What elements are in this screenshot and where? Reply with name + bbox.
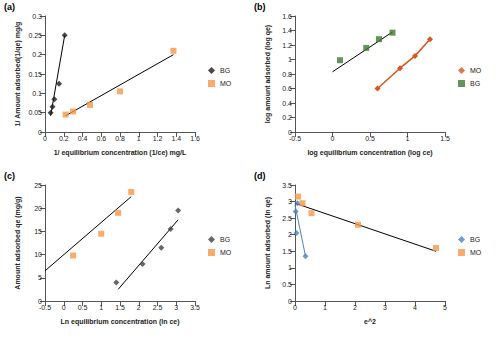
svg-text:1.5: 1.5: [440, 135, 450, 142]
svg-text:0.15: 0.15: [28, 71, 42, 78]
svg-text:1.5: 1.5: [282, 248, 292, 255]
svg-text:-0.5: -0.5: [39, 304, 51, 311]
svg-text:1.2: 1.2: [153, 135, 163, 142]
svg-text:2.5: 2.5: [153, 304, 163, 311]
svg-text:0.5: 0.5: [78, 304, 88, 311]
svg-text:0.4: 0.4: [78, 135, 88, 142]
svg-text:2: 2: [288, 231, 292, 238]
svg-text:3.5: 3.5: [190, 304, 200, 311]
svg-text:5: 5: [443, 304, 447, 311]
svg-text:BG: BG: [470, 236, 480, 243]
svg-text:log equilibrium concentration: log equilibrium concentration (log ce): [307, 149, 432, 157]
svg-text:e^2: e^2: [364, 318, 376, 325]
svg-text:0: 0: [288, 298, 292, 305]
svg-text:4: 4: [413, 304, 417, 311]
svg-text:5: 5: [38, 274, 42, 281]
svg-text:0: 0: [331, 135, 335, 142]
svg-text:-0.5: -0.5: [289, 135, 301, 142]
svg-text:0.8: 0.8: [115, 135, 125, 142]
svg-text:1/ Amount adsorbed(1/qe) mg/g: 1/ Amount adsorbed(1/qe) mg/g: [14, 22, 22, 127]
svg-text:1: 1: [323, 304, 327, 311]
svg-text:0.2: 0.2: [59, 135, 69, 142]
svg-text:BG: BG: [220, 236, 230, 243]
svg-text:log amount adsorbed (log qe): log amount adsorbed (log qe): [264, 25, 272, 123]
svg-text:0.6: 0.6: [282, 85, 292, 92]
svg-text:2: 2: [137, 304, 141, 311]
svg-text:BG: BG: [470, 80, 480, 87]
svg-text:0.5: 0.5: [365, 135, 375, 142]
svg-text:1: 1: [99, 304, 103, 311]
svg-text:0.6: 0.6: [96, 135, 106, 142]
svg-text:(a): (a): [4, 2, 15, 12]
svg-text:0: 0: [62, 304, 66, 311]
svg-text:Ln amount adsorbed (ln qe): Ln amount adsorbed (ln qe): [264, 197, 272, 289]
svg-text:3: 3: [174, 304, 178, 311]
svg-text:0: 0: [38, 129, 42, 136]
svg-text:1: 1: [137, 135, 141, 142]
svg-text:0.1: 0.1: [32, 90, 42, 97]
svg-text:0.4: 0.4: [282, 100, 292, 107]
svg-text:0.2: 0.2: [282, 114, 292, 121]
svg-text:10: 10: [34, 251, 42, 258]
svg-text:1: 1: [288, 264, 292, 271]
svg-text:15: 15: [34, 228, 42, 235]
svg-text:(c): (c): [4, 171, 15, 181]
svg-text:0: 0: [293, 304, 297, 311]
svg-text:0.3: 0.3: [32, 13, 42, 20]
svg-text:1.4: 1.4: [282, 27, 292, 34]
svg-text:(b): (b): [254, 2, 266, 12]
svg-text:BG: BG: [220, 67, 230, 74]
svg-text:20: 20: [34, 205, 42, 212]
svg-text:(d): (d): [254, 171, 266, 181]
svg-text:0: 0: [38, 297, 42, 305]
svg-text:2: 2: [353, 304, 357, 311]
svg-text:3.5: 3.5: [282, 182, 292, 189]
svg-text:MO: MO: [220, 80, 232, 87]
svg-text:1.6: 1.6: [282, 13, 292, 20]
svg-text:0: 0: [288, 128, 292, 136]
svg-text:0: 0: [43, 135, 47, 142]
svg-text:3: 3: [288, 198, 292, 205]
svg-text:1.6: 1.6: [190, 135, 200, 142]
svg-text:25: 25: [34, 182, 42, 189]
svg-text:2.5: 2.5: [282, 215, 292, 222]
svg-text:1/ equilibrium concentration (: 1/ equilibrium concentration (1/ce) mg/L: [54, 149, 187, 157]
svg-text:1: 1: [406, 135, 410, 142]
svg-text:0.05: 0.05: [28, 109, 42, 116]
svg-text:MO: MO: [220, 249, 232, 256]
svg-text:Amount adsorbed qe (mg/g): Amount adsorbed qe (mg/g): [14, 196, 22, 289]
svg-text:1: 1: [288, 56, 292, 63]
svg-text:1.2: 1.2: [282, 42, 292, 49]
svg-text:Ln equilibrium concentration (: Ln equilibrium concentration (ln ce): [60, 318, 179, 326]
svg-text:0.8: 0.8: [282, 71, 292, 78]
svg-text:3: 3: [383, 304, 387, 311]
svg-text:0.2: 0.2: [32, 51, 42, 58]
svg-text:MO: MO: [470, 249, 482, 256]
svg-text:0.5: 0.5: [282, 281, 292, 288]
svg-text:MO: MO: [470, 67, 482, 74]
svg-text:0.25: 0.25: [28, 32, 42, 39]
svg-text:1.5: 1.5: [115, 304, 125, 311]
svg-text:1.4: 1.4: [171, 135, 181, 142]
